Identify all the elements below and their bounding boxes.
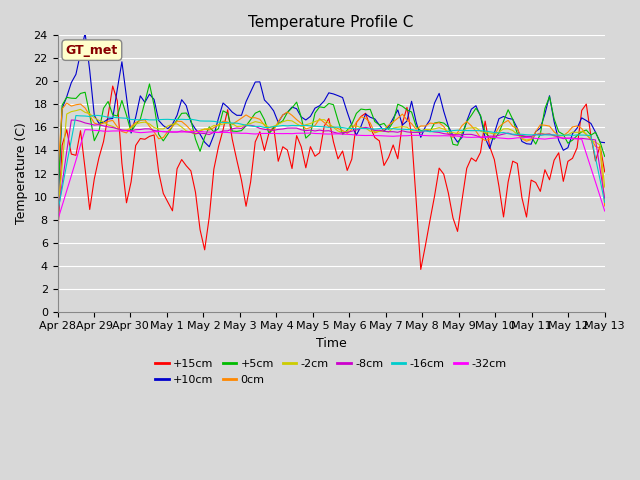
Legend: +15cm, +10cm, +5cm, 0cm, -2cm, -8cm, -16cm, -32cm: +15cm, +10cm, +5cm, 0cm, -2cm, -8cm, -16… [151, 355, 511, 389]
X-axis label: Time: Time [316, 337, 346, 350]
Y-axis label: Temperature (C): Temperature (C) [15, 122, 28, 225]
Text: GT_met: GT_met [66, 44, 118, 57]
Title: Temperature Profile C: Temperature Profile C [248, 15, 414, 30]
